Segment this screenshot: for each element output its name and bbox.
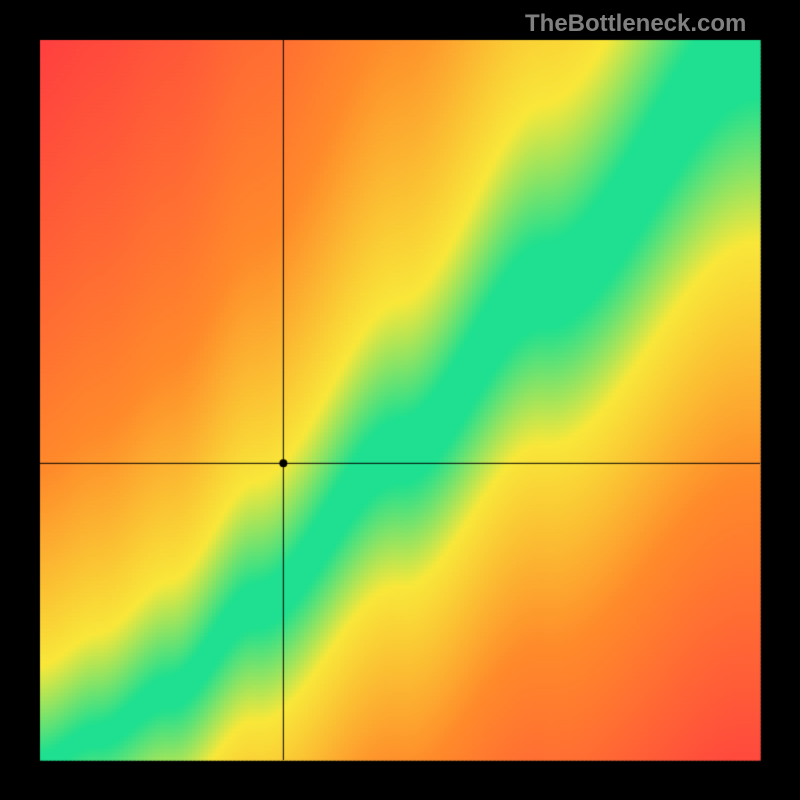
bottleneck-heatmap xyxy=(0,0,800,800)
watermark-text: TheBottleneck.com xyxy=(525,10,746,38)
